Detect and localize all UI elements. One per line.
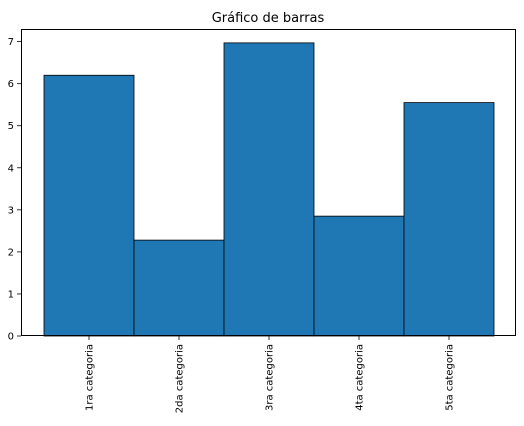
y-tick-label: 2 bbox=[8, 247, 14, 258]
bar-3 bbox=[223, 42, 315, 337]
bar-4 bbox=[313, 215, 405, 337]
y-tick-label: 1 bbox=[8, 289, 14, 300]
x-tick-label: 5ta categoria bbox=[445, 344, 456, 411]
y-tick-label: 0 bbox=[8, 332, 14, 343]
y-tick-label: 7 bbox=[8, 37, 14, 48]
x-tick-label: 1ra categoria bbox=[85, 344, 96, 411]
y-tick-label: 5 bbox=[8, 121, 14, 132]
y-tick-label: 6 bbox=[8, 79, 14, 90]
x-tick-label: 2da categoria bbox=[175, 344, 186, 413]
y-axis: 0 1 2 3 4 5 6 7 bbox=[8, 37, 21, 343]
plot-frame bbox=[21, 29, 516, 336]
bar-1 bbox=[43, 74, 135, 337]
x-tick-label: 4ta categoria bbox=[355, 344, 366, 411]
bar-5 bbox=[403, 102, 495, 337]
bar-2 bbox=[133, 239, 225, 337]
y-tick-label: 3 bbox=[8, 205, 14, 216]
chart-title: Gráfico de barras bbox=[212, 11, 325, 26]
x-axis: 1ra categoria 2da categoria 3ra categoria 4… bbox=[85, 336, 456, 413]
bars-layer bbox=[43, 42, 495, 337]
y-tick-label: 4 bbox=[8, 163, 14, 174]
x-tick-label: 3ra categoria bbox=[265, 344, 276, 411]
